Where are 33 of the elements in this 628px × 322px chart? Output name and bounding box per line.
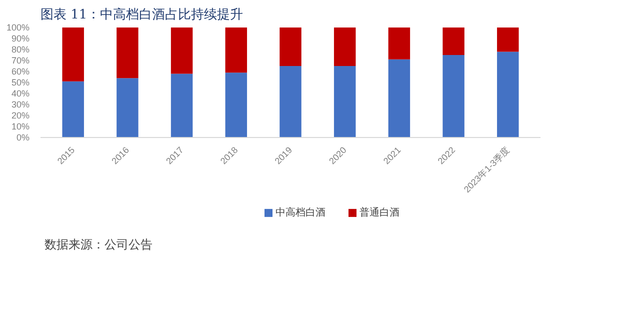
legend-label: 中高档白酒 [276, 206, 326, 218]
bar [497, 52, 519, 138]
y-tick-label: 50% [11, 78, 30, 88]
bar [280, 66, 302, 138]
bar [497, 28, 519, 52]
bar [225, 28, 248, 73]
bar [388, 59, 410, 138]
y-tick-label: 40% [11, 88, 30, 98]
chart-title: 图表 11：中高档白酒占比持续提升 [40, 6, 244, 22]
y-tick-label: 90% [11, 34, 30, 44]
y-tick-label: 0% [16, 132, 30, 142]
source-note: 数据来源：公司公告 [44, 238, 152, 252]
bar [116, 78, 138, 138]
bar [442, 28, 464, 55]
bar [116, 28, 138, 78]
y-tick-label: 100% [6, 22, 30, 32]
y-tick-label: 60% [11, 66, 30, 76]
legend-label: 普通白酒 [360, 206, 400, 218]
bar [62, 28, 84, 82]
y-tick-label: 80% [11, 44, 30, 54]
bar [225, 72, 248, 138]
bar [442, 55, 464, 138]
bar [170, 28, 193, 74]
bar [170, 74, 193, 138]
y-tick-label: 30% [11, 100, 30, 110]
bar [334, 66, 356, 138]
bar [334, 28, 356, 66]
y-tick-label: 20% [11, 110, 30, 120]
y-tick-label: 10% [11, 122, 30, 132]
bar [62, 81, 84, 138]
y-tick-label: 70% [11, 56, 30, 66]
bar [280, 28, 302, 66]
bar [388, 28, 410, 60]
